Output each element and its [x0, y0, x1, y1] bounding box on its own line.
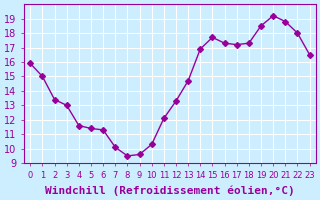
X-axis label: Windchill (Refroidissement éolien,°C): Windchill (Refroidissement éolien,°C) [45, 185, 295, 196]
